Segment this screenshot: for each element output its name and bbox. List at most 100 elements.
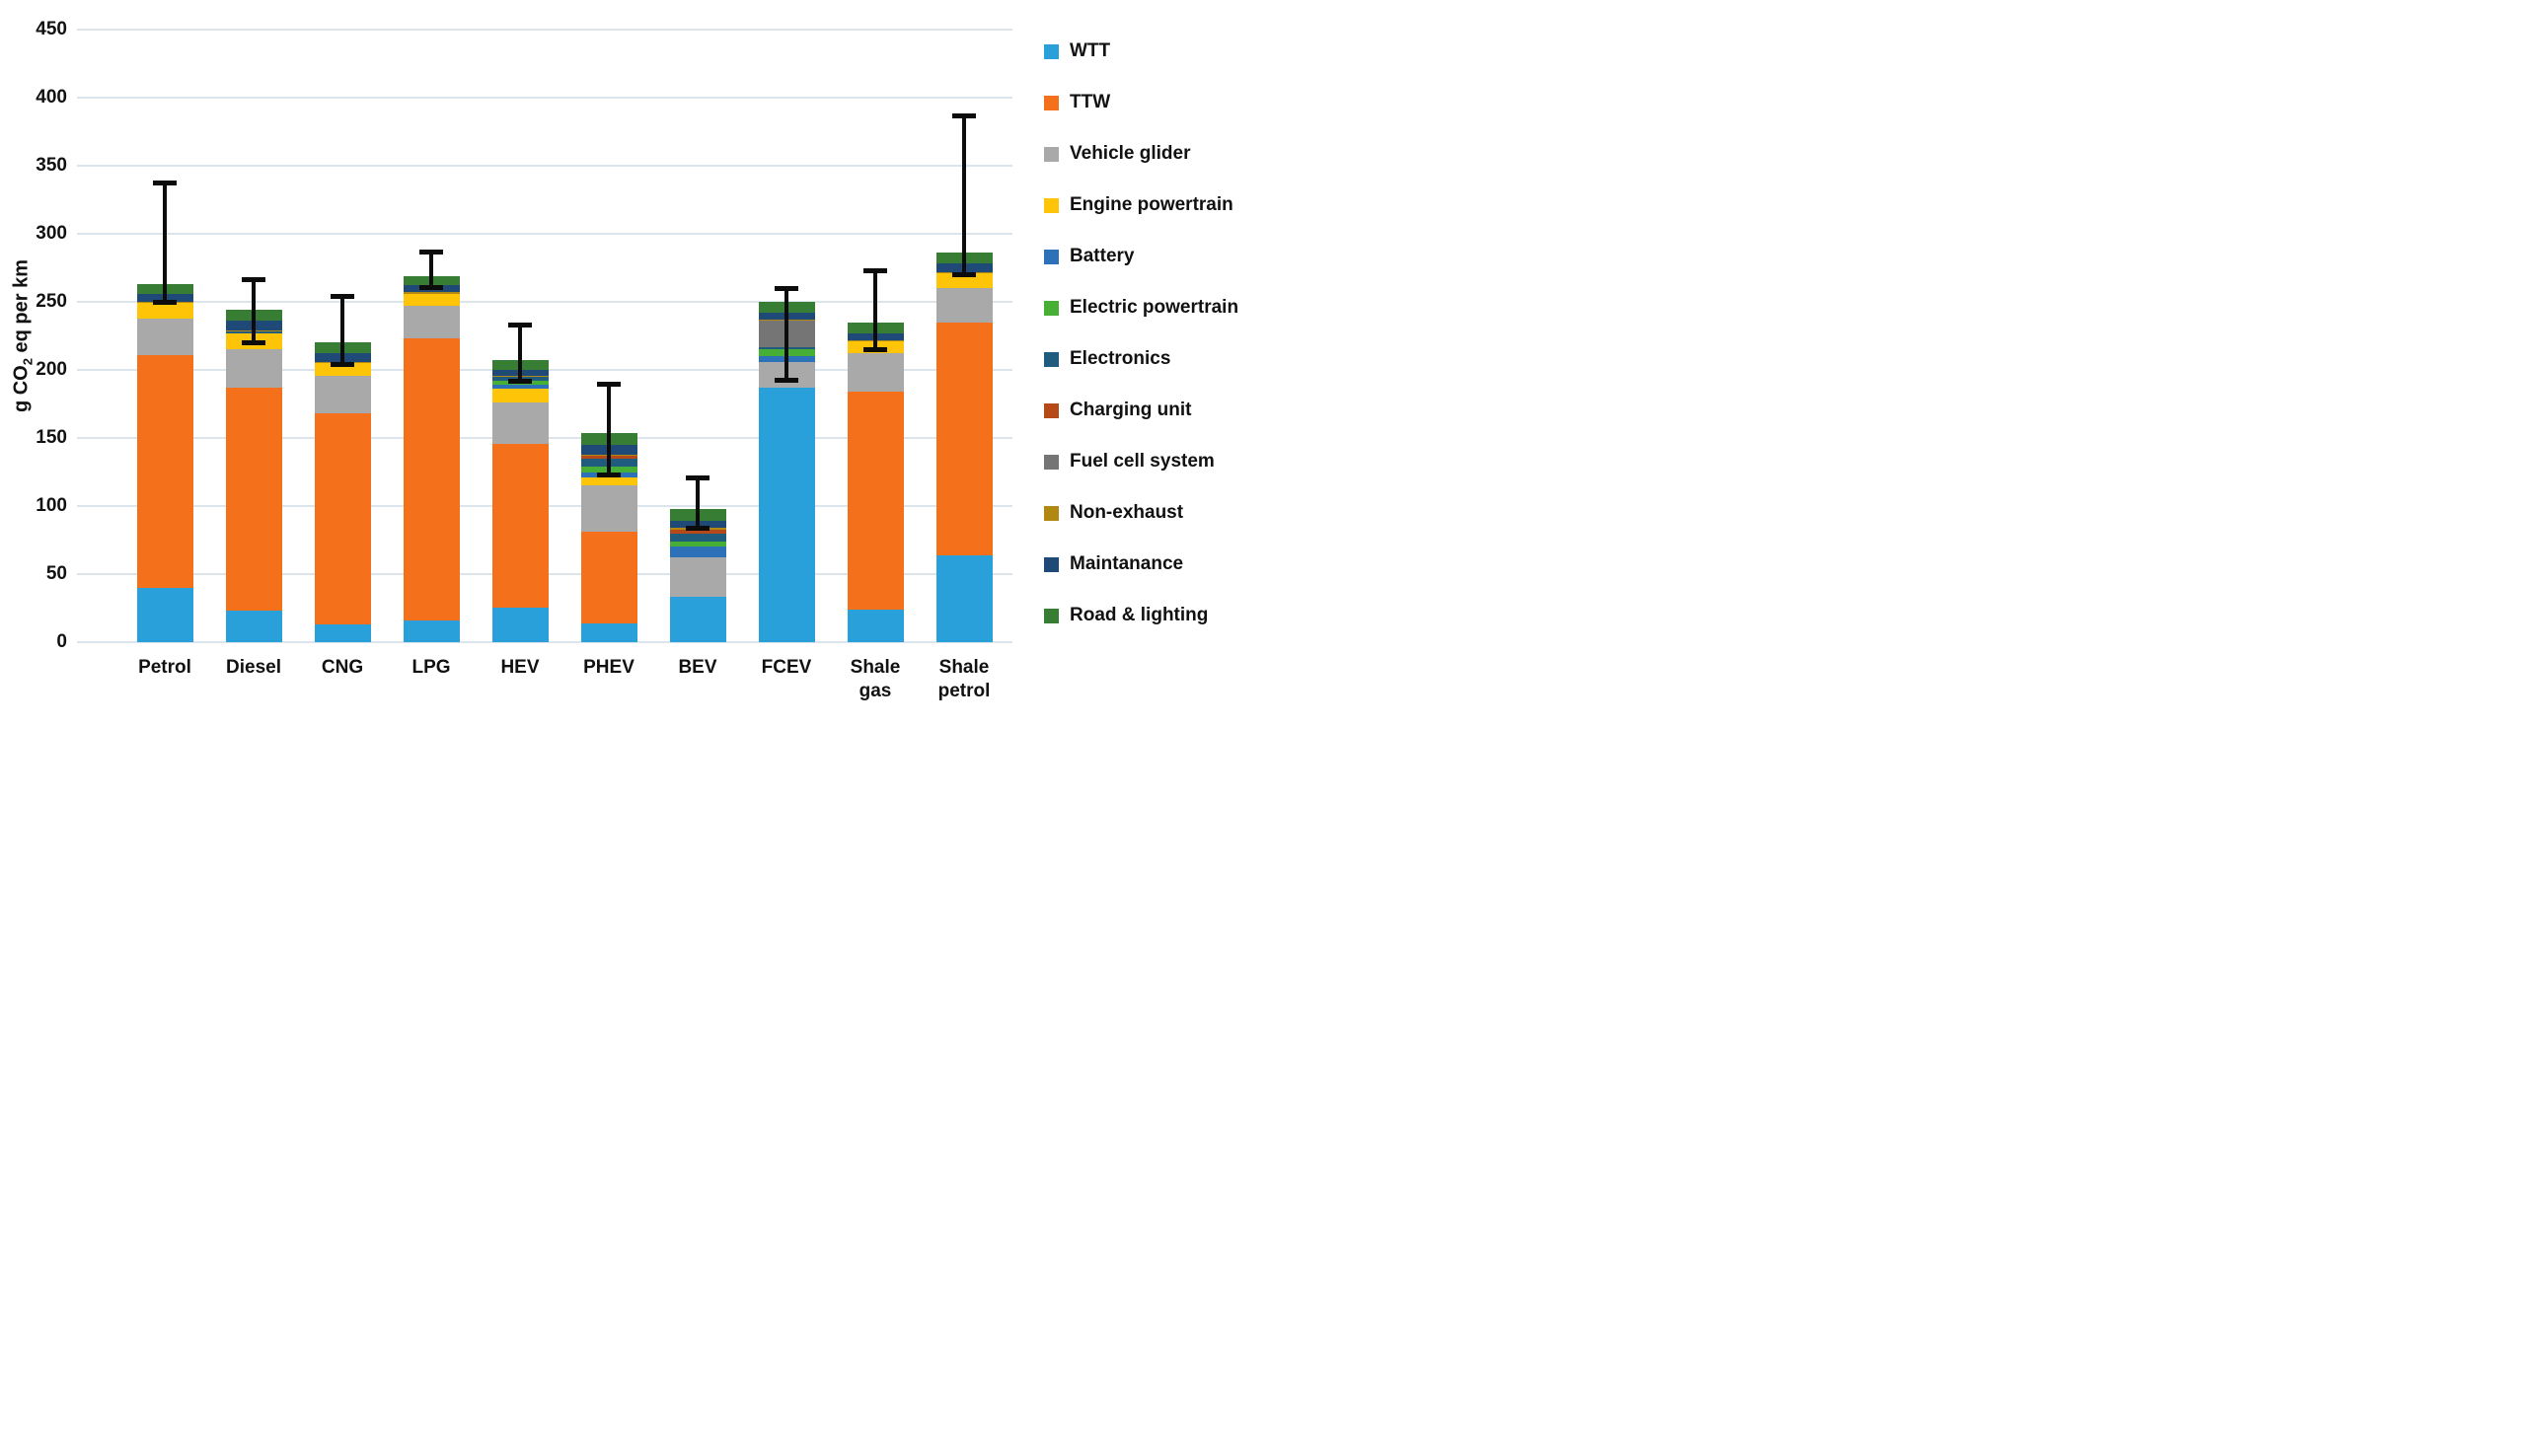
bar-segment-engine-powertrain	[580, 477, 637, 486]
bar-segment-ttw	[314, 413, 371, 625]
bar-segment-ttw	[935, 322, 993, 555]
error-bar-cap	[597, 473, 621, 478]
error-bar-cap	[775, 377, 798, 383]
error-bar	[962, 114, 966, 275]
x-axis-label: HEV	[500, 657, 540, 678]
x-axis-label: LPG	[411, 657, 451, 678]
bar-segment-wtt	[580, 622, 637, 642]
x-axis-label: Shale gas	[850, 657, 901, 701]
bar-segment-vehicle-glider	[403, 306, 460, 339]
legend-label: Charging unit	[1070, 400, 1192, 420]
legend-swatch	[1044, 146, 1059, 162]
error-bar	[607, 383, 611, 475]
error-bar	[340, 296, 344, 365]
error-bar	[518, 325, 522, 382]
x-axis-label: Diesel	[226, 657, 281, 678]
bar-segment-vehicle-glider	[314, 375, 371, 414]
legend-item-wtt: WTT	[1044, 26, 1238, 77]
y-axis-tick-label: 350	[36, 155, 67, 176]
error-bar-cap	[952, 112, 976, 118]
y-axis-tick-label: 450	[36, 19, 67, 39]
legend-label: TTW	[1070, 92, 1111, 112]
bar-segment-electric-powertrain	[669, 541, 726, 547]
error-bar	[252, 278, 256, 343]
bar-lpg	[403, 275, 460, 642]
y-axis-tick-label: 400	[36, 87, 67, 108]
error-bar-cap	[331, 362, 354, 368]
error-bar-cap	[952, 272, 976, 278]
legend-swatch	[1044, 197, 1059, 213]
legend-item-electric-powertrain: Electric powertrain	[1044, 282, 1238, 333]
legend-swatch	[1044, 351, 1059, 367]
error-bar-cap	[419, 284, 443, 290]
x-axis-label: CNG	[321, 657, 364, 678]
bar-segment-wtt	[847, 609, 904, 642]
legend-label: Electric powertrain	[1070, 297, 1239, 318]
stacked-bar-chart: g CO2 eq per km WTT TTW Vehicle glider Engi…	[0, 0, 1269, 728]
bar-segment-engine-powertrain	[403, 293, 460, 307]
bar-segment-charging-unit	[669, 529, 726, 534]
bar-segment-engine-powertrain	[314, 363, 371, 376]
bar-segment-engine-powertrain	[935, 273, 993, 289]
y-axis-tick-label: 50	[45, 563, 67, 584]
error-bar-cap	[597, 381, 621, 387]
legend-label: Vehicle glider	[1070, 143, 1191, 164]
bar-hev	[491, 360, 549, 642]
legend-label: WTT	[1070, 40, 1111, 61]
error-bar-cap	[153, 180, 177, 185]
error-bar-cap	[686, 526, 709, 532]
bar-segment-vehicle-glider	[669, 557, 726, 598]
legend-swatch	[1044, 95, 1059, 110]
legend-swatch	[1044, 300, 1059, 316]
bar-segment-wtt	[136, 587, 193, 642]
legend-item-ttw: TTW	[1044, 77, 1238, 128]
error-bar-cap	[686, 475, 709, 481]
legend-swatch	[1044, 454, 1059, 470]
bar-segment-electronics	[669, 533, 726, 542]
error-bar	[163, 182, 167, 302]
bar-segment-wtt	[403, 619, 460, 642]
legend-swatch	[1044, 505, 1059, 521]
bar-segment-wtt	[935, 554, 993, 642]
gridline	[77, 165, 1012, 167]
legend-label: Engine powertrain	[1070, 194, 1233, 215]
bar-segment-vehicle-glider	[225, 349, 282, 388]
error-bar-cap	[863, 268, 887, 274]
gridline	[77, 641, 1012, 643]
error-bar-cap	[508, 379, 532, 385]
error-bar-cap	[863, 347, 887, 353]
legend-item-battery: Battery	[1044, 231, 1238, 282]
chart-legend: WTT TTW Vehicle glider Engine powertrain Bat…	[1044, 26, 1238, 641]
gridline	[77, 29, 1012, 31]
bar-segment-ttw	[580, 532, 637, 623]
y-axis-tick-label: 150	[36, 427, 67, 448]
x-axis-label: PHEV	[583, 657, 634, 678]
bar-shale-petrol	[935, 253, 993, 642]
bar-segment-wtt	[314, 624, 371, 642]
y-axis-tick-label: 200	[36, 359, 67, 380]
gridline	[77, 301, 1012, 303]
bar-segment-ttw	[403, 338, 460, 620]
legend-swatch	[1044, 556, 1059, 572]
legend-item-electronics: Electronics	[1044, 333, 1238, 385]
bar-segment-ttw	[847, 392, 904, 610]
legend-label: Fuel cell system	[1070, 451, 1215, 472]
error-bar	[784, 288, 788, 380]
bar-segment-wtt	[758, 387, 815, 642]
bar-segment-ttw	[225, 387, 282, 612]
bar-segment-engine-powertrain	[491, 389, 549, 403]
legend-swatch	[1044, 608, 1059, 623]
error-bar-cap	[508, 323, 532, 328]
x-axis-label: BEV	[678, 657, 717, 678]
error-bar-cap	[775, 286, 798, 292]
legend-item-maintanance: Maintanance	[1044, 539, 1238, 590]
bar-petrol	[136, 284, 193, 642]
x-axis-label: Shale petrol	[937, 657, 991, 701]
bar-diesel	[225, 310, 282, 642]
legend-label: Maintanance	[1070, 553, 1184, 574]
x-axis-label: FCEV	[761, 657, 812, 678]
legend-label: Non-exhaust	[1070, 502, 1184, 523]
bar-cng	[314, 342, 371, 642]
bar-segment-vehicle-glider	[491, 402, 549, 444]
bar-segment-vehicle-glider	[580, 485, 637, 533]
